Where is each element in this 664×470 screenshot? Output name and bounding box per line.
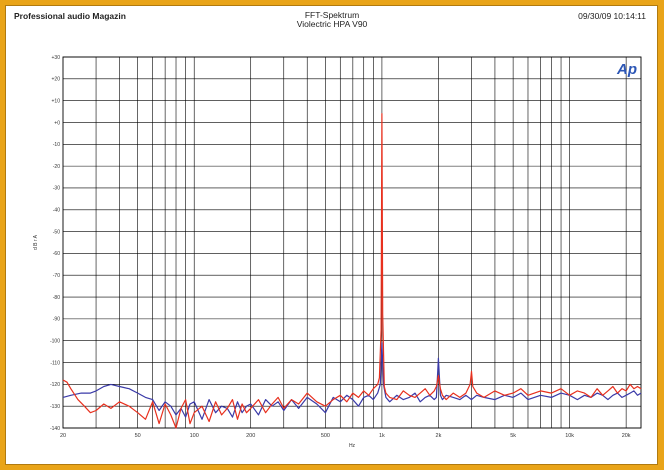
y-tick-labels: +30 +20 +10 +0 -10 -20 -30 -40 -50 -60 -70 -80 -90 -1…	[50, 55, 60, 432]
series-group	[62, 113, 642, 429]
ap-logo: Ap	[616, 61, 637, 78]
x-tick-label: 50	[135, 433, 141, 439]
chart-panel	[5, 5, 658, 465]
x-tick-label: 1k	[379, 433, 385, 439]
y-axis-label: d B r A	[33, 234, 39, 250]
chart-title: FFT-Spektrum	[304, 10, 360, 20]
y-tick-label: +0	[54, 120, 60, 126]
y-tick-label: -140	[50, 426, 60, 432]
x-tick-labels: 20 50 100 200 500 1k 2k 5k 10k 20k	[60, 433, 631, 439]
y-tick-label: -90	[53, 317, 60, 323]
x-tick-label: 100	[190, 433, 199, 439]
y-tick-label: -120	[50, 382, 60, 388]
y-tick-label: -20	[53, 164, 60, 170]
y-tick-label: +10	[52, 98, 61, 104]
magazine-label: Professional audio Magazin	[14, 11, 126, 21]
y-tick-label: -110	[50, 360, 60, 366]
chart-subtitle: Violectric HPA V90	[296, 19, 368, 29]
x-tick-label: 10k	[565, 433, 574, 439]
y-tick-label: -10	[53, 142, 60, 148]
y-tick-label: -100	[50, 339, 60, 345]
y-tick-label: -80	[53, 295, 60, 301]
chart-title-block: FFT-Spektrum Violectric HPA V90	[0, 11, 664, 29]
x-tick-label: 200	[246, 433, 255, 439]
x-tick-label: 2k	[436, 433, 442, 439]
y-tick-label: -50	[53, 229, 60, 235]
y-tick-label: -60	[53, 251, 60, 257]
grid-lines	[62, 56, 642, 429]
x-tick-label: 500	[321, 433, 330, 439]
x-tick-label: 5k	[510, 433, 516, 439]
x-axis-label: Hz	[349, 443, 356, 449]
y-tick-label: +20	[52, 77, 61, 83]
x-tick-label: 20	[60, 433, 66, 439]
plot-border	[62, 56, 642, 429]
y-tick-label: -30	[53, 186, 60, 192]
y-tick-label: -130	[50, 404, 60, 410]
x-tick-label: 20k	[622, 433, 631, 439]
timestamp: 09/30/09 10:14:11	[578, 11, 646, 21]
y-tick-label: -40	[53, 208, 60, 214]
y-tick-label: +30	[52, 55, 61, 61]
series-line-red	[62, 113, 642, 429]
y-tick-label: -70	[53, 273, 60, 279]
